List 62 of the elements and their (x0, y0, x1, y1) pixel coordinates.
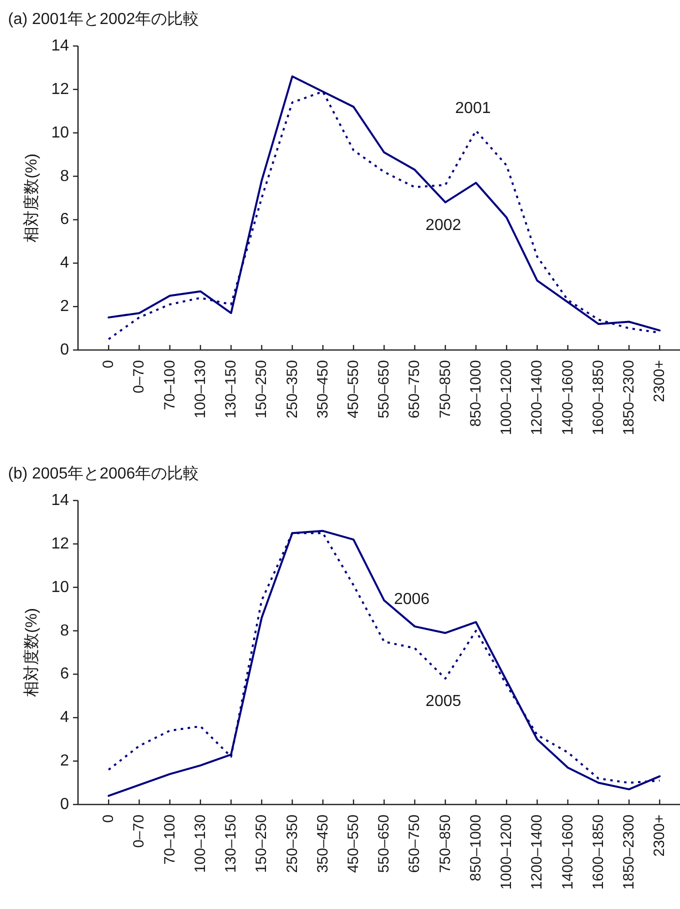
y-tick-label: 0 (60, 796, 70, 813)
x-tick-label: 0 (100, 360, 118, 368)
y-tick-label: 6 (60, 211, 70, 228)
y-tick-label: 0 (60, 342, 70, 358)
x-tick-label: 70–100 (161, 814, 178, 865)
x-tick-label: 1850–2300 (620, 360, 638, 436)
x-tick-label: 150–250 (253, 360, 270, 418)
series-label: 2006 (394, 590, 430, 608)
x-tick-label: 1400–1600 (559, 360, 576, 436)
y-tick-label: 14 (51, 492, 70, 509)
x-tick-label: 750–850 (436, 814, 454, 873)
x-tick-label: 100–130 (192, 360, 209, 418)
x-tick-label: 1600–1850 (590, 814, 607, 890)
y-tick-label: 2 (60, 752, 70, 770)
y-tick-label: 10 (51, 578, 70, 596)
x-tick-label: 650–750 (406, 360, 424, 418)
x-tick-label: 1600–1850 (590, 360, 607, 436)
x-tick-label: 450–550 (345, 360, 362, 418)
x-tick-label: 70–100 (161, 360, 178, 410)
y-tick-label: 12 (51, 80, 70, 98)
x-tick-label: 2300+ (651, 360, 668, 402)
x-tick-label: 1400–1600 (559, 814, 576, 890)
x-tick-label: 550–650 (376, 814, 393, 873)
x-tick-label: 1200–1400 (528, 360, 546, 436)
y-tick-label: 4 (60, 254, 70, 272)
x-tick-label: 0–70 (130, 360, 148, 394)
x-tick-label: 1850–2300 (620, 814, 638, 890)
y-tick-label: 6 (60, 666, 70, 683)
x-tick-label: 750–850 (436, 360, 454, 418)
x-tick-label: 250–350 (284, 360, 301, 418)
series-label: 2005 (426, 693, 462, 710)
series-label: 2001 (455, 100, 491, 118)
x-tick-label: 550–650 (376, 360, 393, 418)
x-tick-label: 850–1000 (467, 360, 484, 427)
x-tick-label: 0 (100, 814, 118, 823)
y-tick-label: 2 (60, 298, 70, 316)
series-label: 2002 (426, 216, 462, 234)
y-tick-label: 4 (60, 709, 70, 726)
x-tick-label: 0–70 (130, 814, 148, 848)
x-tick-label: 150–250 (253, 814, 270, 873)
x-tick-label: 250–350 (284, 814, 301, 873)
y-tick-label: 8 (60, 168, 70, 185)
x-tick-label: 450–550 (345, 814, 362, 873)
y-tick-label: 12 (51, 535, 70, 552)
y-axis-title: 相対度数(%) (22, 154, 40, 242)
x-tick-label: 1000–1200 (498, 360, 516, 436)
x-tick-label: 130–150 (222, 360, 240, 418)
x-tick-label: 130–150 (222, 814, 240, 873)
y-tick-label: 14 (51, 38, 70, 54)
x-tick-label: 1000–1200 (498, 814, 516, 890)
x-tick-label: 350–450 (314, 360, 332, 418)
x-tick-label: 1200–1400 (528, 814, 546, 890)
x-tick-label: 650–750 (406, 814, 424, 873)
chart-title: (a) 2001年と2002年の比較 (8, 10, 200, 28)
y-axis-title: 相対度数(%) (22, 608, 40, 697)
x-tick-label: 850–1000 (467, 814, 484, 882)
x-tick-label: 350–450 (314, 814, 332, 873)
x-tick-label: 100–130 (192, 814, 209, 873)
chart-title: (b) 2005年と2006年の比較 (8, 464, 200, 482)
y-tick-label: 10 (51, 124, 70, 142)
y-tick-label: 8 (60, 622, 70, 640)
x-tick-label: 2300+ (651, 814, 668, 857)
